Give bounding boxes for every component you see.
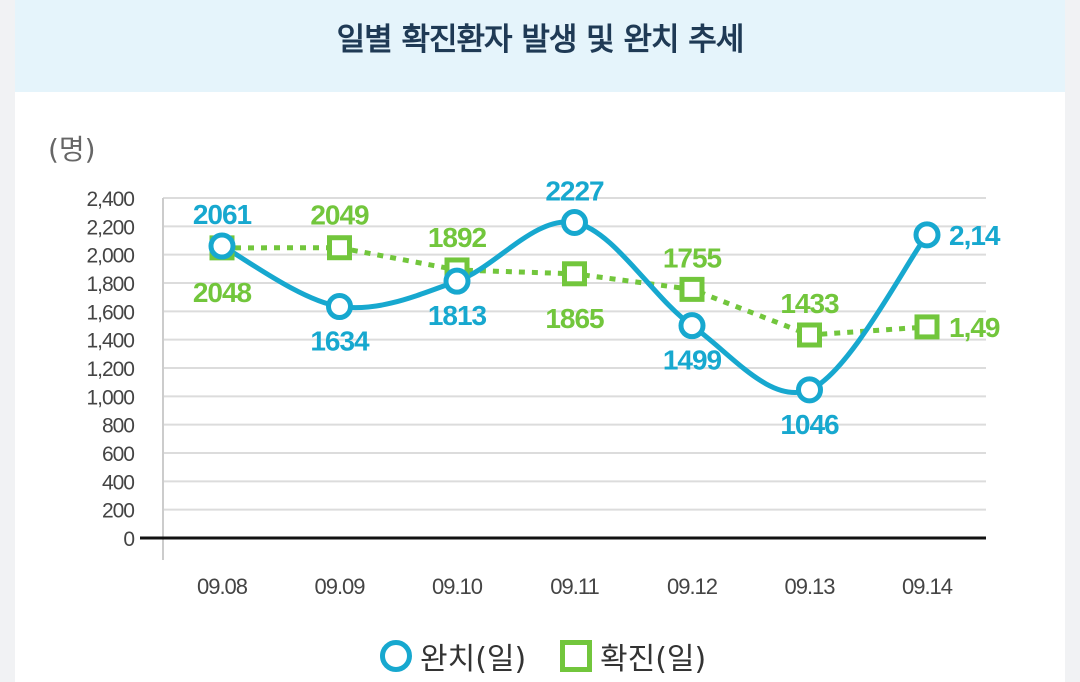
x-tick-label: 09.10 bbox=[432, 574, 483, 599]
data-label-confirmed: 1755 bbox=[663, 242, 722, 273]
y-tick-label: 200 bbox=[102, 500, 134, 523]
x-tick-label: 09.08 bbox=[197, 574, 248, 599]
legend: 완치(일) 확진(일) bbox=[0, 630, 1080, 682]
data-label-confirmed: 2049 bbox=[310, 200, 369, 231]
marker-recovered bbox=[443, 267, 471, 295]
data-label-confirmed: 1892 bbox=[428, 222, 487, 253]
y-tick-label: 800 bbox=[102, 415, 134, 438]
y-tick-label: 600 bbox=[102, 443, 134, 466]
x-tick-label: 09.11 bbox=[550, 574, 599, 599]
x-tick-label: 09.14 bbox=[902, 574, 953, 599]
marker-recovered bbox=[561, 209, 588, 237]
marker-recovered bbox=[913, 221, 941, 249]
data-label-confirmed: 1865 bbox=[545, 303, 604, 334]
data-label-recovered: 2227 bbox=[545, 176, 604, 207]
y-tick-label: 1,400 bbox=[86, 330, 134, 353]
marker-recovered bbox=[796, 376, 823, 404]
legend-label-recovered: 완치(일) bbox=[420, 642, 527, 677]
chart-card: 일별 확진환자 발생 및 완치 추세 bbox=[15, 0, 1065, 682]
circle-icon bbox=[380, 640, 412, 672]
line-chart: 0 200 400 600 800 1,000 1,200 1,400 1,600 1,800 2,… bbox=[86, 176, 1001, 599]
legend-label-confirmed: 확진(일) bbox=[600, 642, 707, 677]
y-tick-label: 2,000 bbox=[86, 245, 134, 268]
y-axis-unit-label: (명) bbox=[48, 133, 96, 166]
y-tick-label: 2,400 bbox=[86, 188, 134, 211]
data-label-recovered: 1634 bbox=[310, 326, 370, 357]
marker-confirmed bbox=[914, 314, 940, 340]
data-label-confirmed: 1,49 bbox=[949, 312, 1000, 343]
square-icon bbox=[560, 640, 592, 672]
marker-recovered bbox=[326, 293, 353, 321]
marker-recovered bbox=[678, 312, 706, 340]
y-tick-label: 1,200 bbox=[86, 358, 134, 381]
marker-recovered bbox=[208, 232, 236, 260]
x-tick-label: 09.12 bbox=[667, 574, 718, 599]
data-label-recovered: 2,14 bbox=[949, 220, 1001, 251]
title-band: 일별 확진환자 발생 및 완치 추세 bbox=[15, 0, 1065, 92]
chart-title: 일별 확진환자 발생 및 완치 추세 bbox=[336, 22, 745, 58]
data-label-recovered: 2061 bbox=[193, 199, 252, 230]
y-tick-label: 1,000 bbox=[86, 386, 134, 409]
y-tick-label: 2,200 bbox=[86, 216, 134, 239]
y-tick-label: 0 bbox=[123, 528, 134, 551]
legend-item-confirmed: 확진(일) bbox=[560, 634, 706, 678]
data-label-confirmed: 2048 bbox=[193, 277, 252, 308]
data-label-recovered: 1499 bbox=[663, 345, 722, 376]
y-tick-label: 400 bbox=[102, 471, 134, 494]
marker-confirmed bbox=[327, 235, 352, 261]
marker-confirmed bbox=[797, 322, 822, 348]
legend-item-recovered: 완치(일) bbox=[380, 634, 526, 678]
y-tick-label: 1,600 bbox=[86, 301, 134, 324]
marker-confirmed bbox=[679, 276, 705, 302]
data-label-recovered: 1813 bbox=[428, 300, 487, 331]
x-tick-label: 09.13 bbox=[784, 574, 835, 599]
data-label-confirmed: 1433 bbox=[780, 288, 839, 319]
x-tick-label: 09.09 bbox=[314, 574, 365, 599]
data-label-recovered: 1046 bbox=[780, 409, 839, 440]
marker-confirmed bbox=[562, 261, 587, 287]
y-tick-label: 1,800 bbox=[86, 273, 134, 296]
